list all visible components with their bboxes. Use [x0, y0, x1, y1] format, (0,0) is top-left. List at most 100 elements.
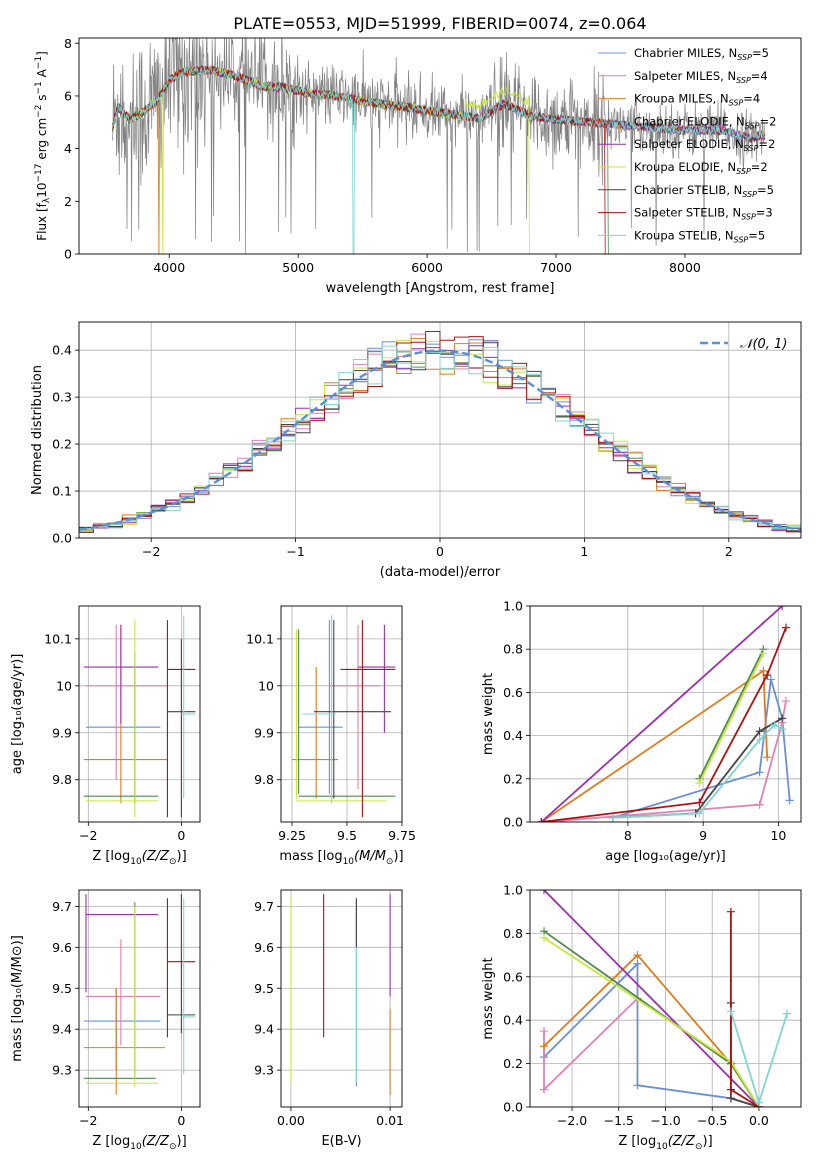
axes-frame	[529, 605, 802, 823]
weight-point-marker	[778, 725, 787, 734]
weight-series-line	[698, 653, 765, 784]
weight-point-marker	[763, 671, 772, 680]
weight-point-marker	[726, 907, 735, 916]
weight-point-marker	[770, 720, 779, 729]
y-tick-label: 9.5	[52, 981, 72, 996]
x-tick-label: −2	[79, 1113, 97, 1128]
x-tick-label: 4000	[153, 260, 185, 275]
x-axis-label: Z [log10(Z/Z⊙)]	[618, 1134, 712, 1152]
y-tick-label: 0.4	[503, 728, 523, 743]
normal-legend: 𝒩(0, 1)	[700, 337, 787, 352]
x-tick-label: 0	[177, 828, 185, 843]
x-axis-label: Z [log10(Z/Z⊙)]	[92, 1134, 186, 1152]
x-tick-label: 6000	[411, 260, 443, 275]
y-tick-label: 10.1	[44, 631, 72, 646]
x-tick-label: 0.01	[376, 1113, 404, 1128]
y-tick-label: 0.2	[52, 437, 72, 452]
plot-area-mass_vs_Z	[79, 890, 200, 1107]
x-tick-label: −1	[286, 544, 304, 559]
y-tick-label: 9.7	[254, 899, 274, 914]
model-spectrum-line	[112, 65, 765, 254]
y-tick-label: 9.6	[254, 940, 274, 955]
y-tick-label: 9.4	[254, 1022, 274, 1037]
x-tick-label: 7000	[540, 260, 572, 275]
panel-age_vs_Z: −2 0 9.8 9.9 10 10.1 Z [log10(Z/Z⊙)] age [log₁₀…	[10, 605, 201, 867]
y-tick-label: 4	[64, 141, 72, 156]
y-tick-label: 9.4	[52, 1022, 72, 1037]
x-tick-label: −0.5	[697, 1113, 727, 1128]
y-tick-label: 0.4	[52, 343, 72, 358]
x-axis-label: mass [log10(M/M⊙)]	[279, 849, 403, 867]
plot-area-spectrum	[112, 38, 766, 254]
weight-series-line	[543, 890, 760, 1107]
x-axis-label: (data-model)/error	[380, 565, 501, 580]
y-axis-label: age [log₁₀(age/yr)]	[10, 654, 25, 775]
legend-label: Salpeter STELIB, NSSP=3	[634, 206, 773, 222]
weight-point-marker	[763, 753, 772, 762]
x-tick-label: 2	[725, 544, 733, 559]
panel-weight_vs_age: 8 9 10 0.0 0.2 0.4 0.6 0.8 1.0 age [log₁₀(age/yr)…	[481, 599, 802, 864]
weight-point-marker	[540, 1042, 549, 1051]
weight-point-marker	[755, 768, 764, 777]
x-tick-label: −2.0	[557, 1113, 587, 1128]
panel-residual_histogram: −2 −1 0 1 2 0.0 0.1 0.2 0.3 0.4 (data-model)/error…	[30, 321, 802, 580]
y-tick-label: 10	[56, 678, 72, 693]
weight-point-marker	[695, 798, 704, 807]
y-tick-label: 0	[64, 247, 72, 262]
axes-frame	[280, 605, 403, 823]
weight-point-marker	[726, 1007, 735, 1016]
y-axis-label: mass weight	[481, 957, 496, 1039]
legend-label: Chabrier STELIB, NSSP=5	[634, 183, 774, 199]
legend-label: 𝒩(0, 1)	[740, 337, 787, 352]
weight-point-marker	[754, 1098, 763, 1107]
y-tick-label: 10	[258, 678, 274, 693]
weight-series-line	[540, 606, 783, 822]
weight-point-marker	[759, 649, 768, 658]
spectrum-legend: Chabrier MILES, NSSP=5 Salpeter MILES, NS…	[598, 46, 776, 244]
x-tick-label: 1	[580, 544, 588, 559]
y-tick-label: 10.1	[246, 631, 274, 646]
legend-label: Chabrier ELODIE, NSSP=2	[634, 114, 776, 130]
weight-point-marker	[778, 714, 787, 723]
weight-series-line	[545, 700, 787, 822]
plot-area-age_vs_Z	[79, 606, 200, 822]
weight-series-line	[541, 627, 787, 822]
axes-frame	[280, 889, 403, 1108]
y-axis-label: mass weight	[481, 673, 496, 755]
weight-point-marker	[695, 809, 704, 818]
y-tick-label: 0.6	[503, 969, 523, 984]
weight-point-marker	[782, 1009, 791, 1018]
y-tick-label: 9.8	[52, 772, 72, 787]
y-tick-label: 0.0	[503, 815, 523, 830]
y-tick-label: 9.9	[254, 725, 274, 740]
weight-point-marker	[781, 697, 790, 706]
normal-curve-line	[79, 349, 801, 531]
plot-area-mass_vs_EBV	[281, 890, 402, 1107]
model-spectrum-line	[112, 64, 606, 254]
legend-label: Kroupa ELODIE, NSSP=2	[634, 160, 768, 176]
x-axis-label: wavelength [Angstrom, rest frame]	[326, 281, 555, 296]
x-axis-label: Z [log10(Z/Z⊙)]	[92, 849, 186, 867]
legend-label: Salpeter MILES, NSSP=4	[634, 69, 768, 85]
axes-frame	[78, 605, 201, 823]
legend-label: Chabrier MILES, NSSP=5	[634, 46, 769, 62]
axes-frame	[78, 889, 201, 1108]
y-tick-label: 9.6	[52, 940, 72, 955]
weight-point-marker	[778, 606, 787, 610]
y-tick-label: 9.7	[52, 899, 72, 914]
weight-series-line	[698, 648, 765, 780]
weight-point-marker	[755, 735, 764, 744]
x-tick-label: −2	[79, 828, 97, 843]
x-tick-label: 0	[177, 1113, 185, 1128]
y-tick-label: 0.0	[52, 531, 72, 546]
y-tick-label: 0.2	[503, 1056, 523, 1071]
x-tick-label: 0.00	[277, 1113, 305, 1128]
panel-spectrum: 4000 5000 6000 7000 8000 0 2 4 6 8 wavelength [Ang…	[34, 36, 802, 296]
panel-mass_vs_Z: −2 0 9.3 9.4 9.5 9.6 9.7 Z [log10(Z/Z⊙)] mass [l…	[10, 889, 201, 1152]
legend-label: Salpeter ELODIE, NSSP=2	[634, 137, 775, 153]
weight-point-marker	[633, 1081, 642, 1090]
weight-point-marker	[781, 623, 790, 632]
weight-point-marker	[540, 933, 549, 942]
x-tick-label: 8	[624, 828, 632, 843]
